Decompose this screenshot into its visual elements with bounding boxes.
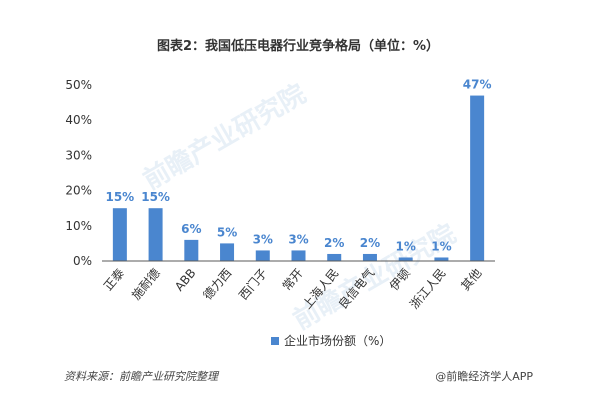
data-label: 1%: [431, 239, 451, 253]
x-tick-label: 西门子: [235, 265, 270, 302]
x-tick-label: ABB: [172, 266, 199, 294]
x-tick-label: 正泰: [101, 266, 127, 293]
y-tick-label: 0%: [73, 254, 92, 268]
bar: [148, 208, 163, 261]
data-label: 3%: [288, 232, 308, 246]
x-tick-label: 常开: [280, 266, 306, 293]
bars: [112, 95, 485, 261]
data-label: 1%: [395, 239, 415, 253]
legend: 企业市场份额（%）: [271, 333, 391, 348]
bar: [184, 239, 199, 261]
data-label: 47%: [463, 78, 492, 92]
bar: [362, 253, 377, 261]
data-label: 5%: [217, 225, 237, 239]
legend-swatch: [271, 337, 279, 345]
x-tick-label: 德力西: [200, 265, 235, 302]
x-tick-label: 施耐德: [128, 265, 163, 302]
data-label: 2%: [360, 236, 380, 250]
bar: [470, 95, 485, 261]
y-tick-label: 50%: [65, 78, 92, 92]
data-label: 3%: [253, 232, 273, 246]
y-tick-label: 10%: [65, 219, 92, 233]
credit-text: @前瞻经济学人APP: [435, 369, 533, 383]
y-tick-label: 20%: [65, 184, 92, 198]
bar: [112, 208, 127, 261]
data-label: 2%: [324, 236, 344, 250]
x-tick-label: 其他: [458, 266, 484, 293]
bar: [291, 250, 306, 261]
data-labels: 15% 15% 6% 5% 3% 3% 2% 2% 1% 1% 47%: [105, 78, 491, 254]
bar: [398, 257, 413, 261]
bar: [327, 253, 342, 261]
bar: [255, 250, 270, 261]
legend-label: 企业市场份额（%）: [284, 333, 391, 348]
data-label: 15%: [105, 190, 134, 204]
y-tick-label: 40%: [65, 113, 92, 127]
bar: [434, 257, 449, 261]
source-note: 资料来源：前瞻产业研究院整理: [64, 370, 220, 383]
chart-title: 图表2：我国低压电器行业竞争格局（单位：%）: [157, 38, 439, 54]
y-tick-label: 30%: [65, 148, 92, 162]
y-axis: 0% 10% 20% 30% 40% 50%: [65, 78, 92, 268]
watermark: 前瞻产业研究院: [138, 78, 311, 196]
bar: [220, 243, 235, 261]
data-label: 15%: [141, 190, 170, 204]
x-tick-label: 浙江人民: [407, 266, 449, 312]
data-label: 6%: [181, 222, 201, 236]
